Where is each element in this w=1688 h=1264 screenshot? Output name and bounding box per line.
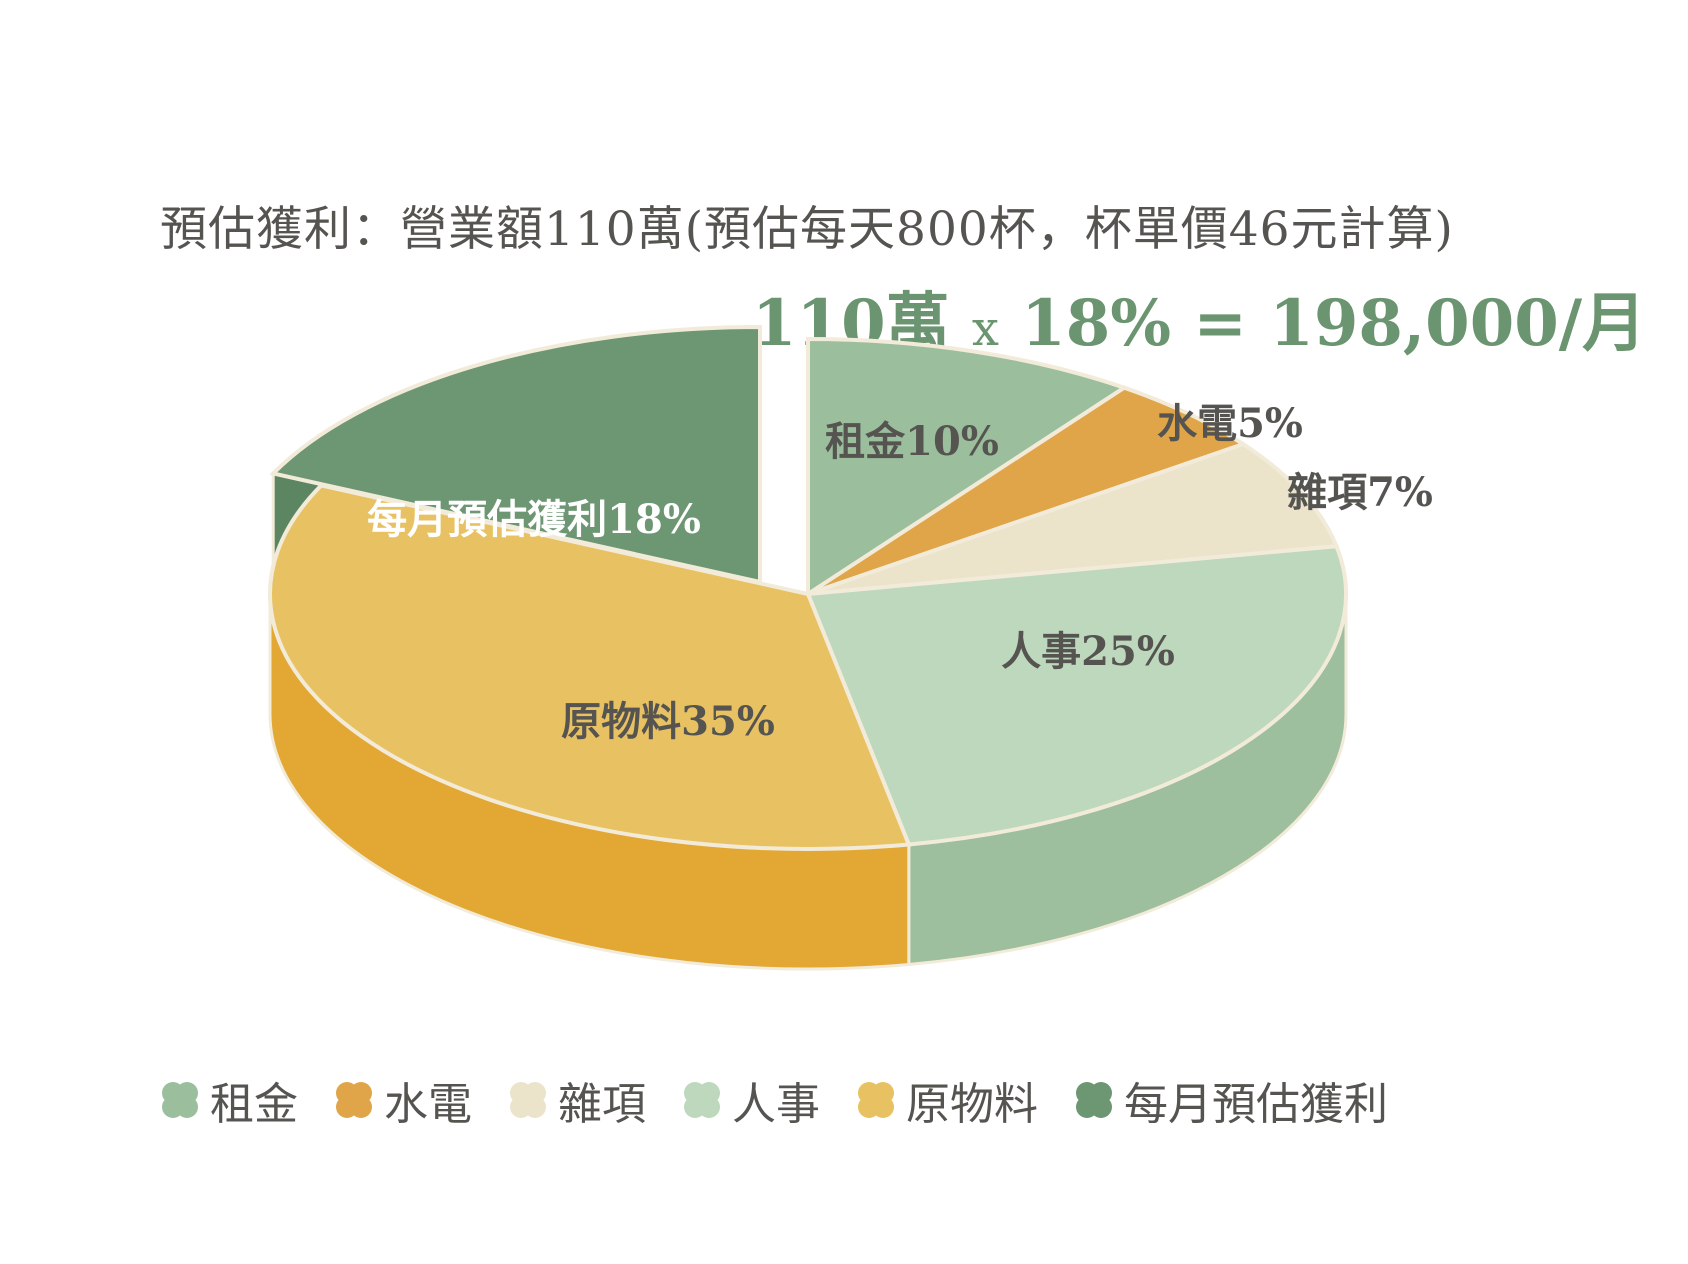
legend-item-5: 每月預估獲利: [1074, 1068, 1388, 1132]
slice-label-1: 水電5%: [1157, 400, 1303, 447]
legend-item-1: 水電: [334, 1068, 472, 1132]
legend-swatch-icon: [684, 1082, 720, 1118]
pie-slice-4: [268, 483, 912, 851]
slice-label-0: 租金10%: [825, 418, 999, 465]
legend-swatch-icon: [858, 1082, 894, 1118]
formula-result: 18% = 198,000/月: [1021, 286, 1647, 361]
legend-label: 雜項: [558, 1079, 646, 1130]
legend-label: 原物料: [906, 1079, 1038, 1130]
profit-formula: 110萬 x 18% = 198,000/月: [752, 272, 1652, 364]
legend-swatch-icon: [1076, 1082, 1112, 1118]
legend-label: 水電: [384, 1079, 472, 1130]
legend-swatch-icon: [336, 1082, 372, 1118]
slice-label-4: 原物料35%: [561, 698, 775, 745]
legend-label: 人事: [732, 1079, 820, 1130]
formula-times-sign: x: [971, 301, 999, 357]
pie-slice-0: [806, 336, 1129, 598]
slice-label-5: 每月預估獲利18%: [367, 496, 701, 543]
legend-label: 租金: [210, 1079, 298, 1130]
slice-label-2: 雜項7%: [1287, 469, 1433, 516]
legend-swatch-icon: [162, 1082, 198, 1118]
pie-slice-3: [805, 544, 1348, 847]
legend-swatch-icon: [510, 1082, 546, 1118]
legend-item-4: 原物料: [856, 1068, 1038, 1132]
legend-item-2: 雜項: [508, 1068, 646, 1132]
legend: 租金 水電 雜項 人事 原物料 每月預估獲利: [160, 1068, 1424, 1132]
legend-item-3: 人事: [682, 1068, 820, 1132]
chart-title: 預估獲利：營業額110萬(預估每天800杯，杯單價46元計算): [160, 202, 1454, 257]
pie-slice-5: [269, 324, 762, 585]
legend-item-0: 租金: [160, 1068, 298, 1132]
slice-label-3: 人事25%: [1001, 628, 1175, 675]
legend-label: 每月預估獲利: [1124, 1079, 1388, 1130]
